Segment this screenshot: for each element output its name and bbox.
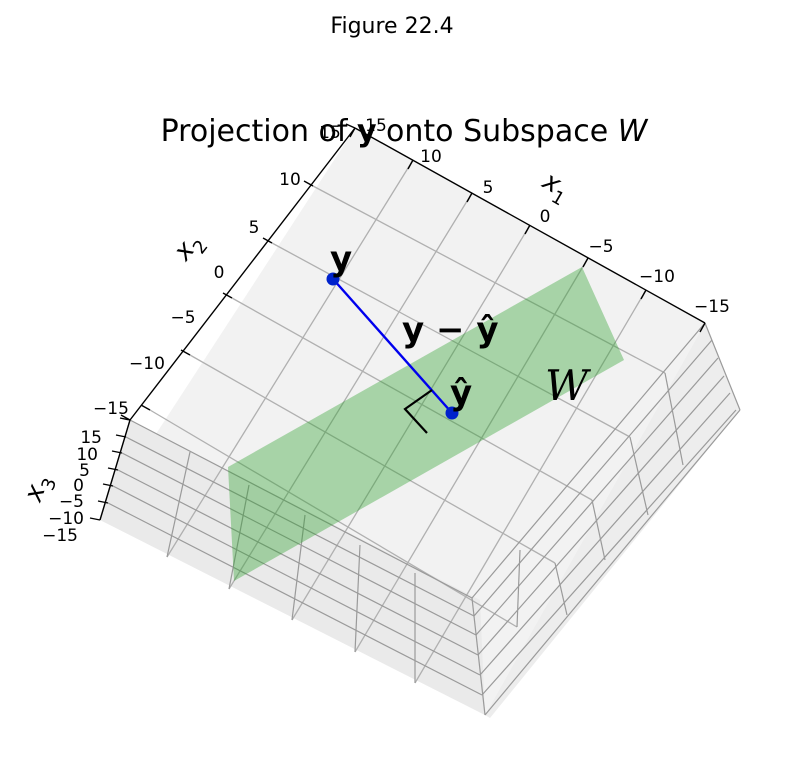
point-y [326,272,340,286]
label-y: y [330,239,352,279]
right-angle-marker [403,389,433,434]
x2-tick-label: 0 [214,263,225,283]
x1-tick-label: 0 [540,207,551,227]
x1-tick-label: 10 [420,147,442,167]
x3-axis-label: x 3 [18,475,61,506]
x2-axis: 15 10 5 0 −5 −10 −15 x 2 [93,123,356,421]
grid-x1 [166,159,647,684]
x2-tick-label: −10 [129,354,165,374]
x2-tick-label: 15 [319,123,341,143]
x3-tick-label: 5 [79,461,90,481]
grid-x2 [149,185,666,628]
x2-tick-label: 10 [279,170,301,190]
x3-tick-label: 0 [73,476,84,496]
x1-tick-label: −10 [639,267,675,287]
x3-tick-label: 15 [80,428,102,448]
x2-tick-label: −5 [170,308,195,328]
x1-axis-label: x 1 [537,166,568,211]
subspace-plane [228,267,624,581]
x2-axis-label: x 2 [167,235,212,267]
x3-tick-label: 10 [76,445,98,465]
label-subspace-W: W [545,361,592,410]
x3-tick-label: −10 [48,509,84,529]
left-side-pane [100,420,485,715]
x3-tick-label: −5 [59,492,84,512]
x1-tick-label: −5 [588,237,613,257]
x2-tick-label: −15 [93,399,129,419]
plot-title: Projection of y onto Subspace W [161,114,649,149]
x1-tick-label: 15 [365,116,387,136]
figure-suptitle: Figure 22.4 [330,14,453,39]
x1-tick-label: −15 [694,297,730,317]
label-residual: y − ŷ [402,310,499,350]
x1-tick-label: 5 [483,178,494,198]
x3-tick-label: −15 [42,526,78,546]
point-y-hat [445,406,459,420]
label-y-hat: ŷ [450,373,472,413]
x2-tick-label: 5 [249,218,260,238]
